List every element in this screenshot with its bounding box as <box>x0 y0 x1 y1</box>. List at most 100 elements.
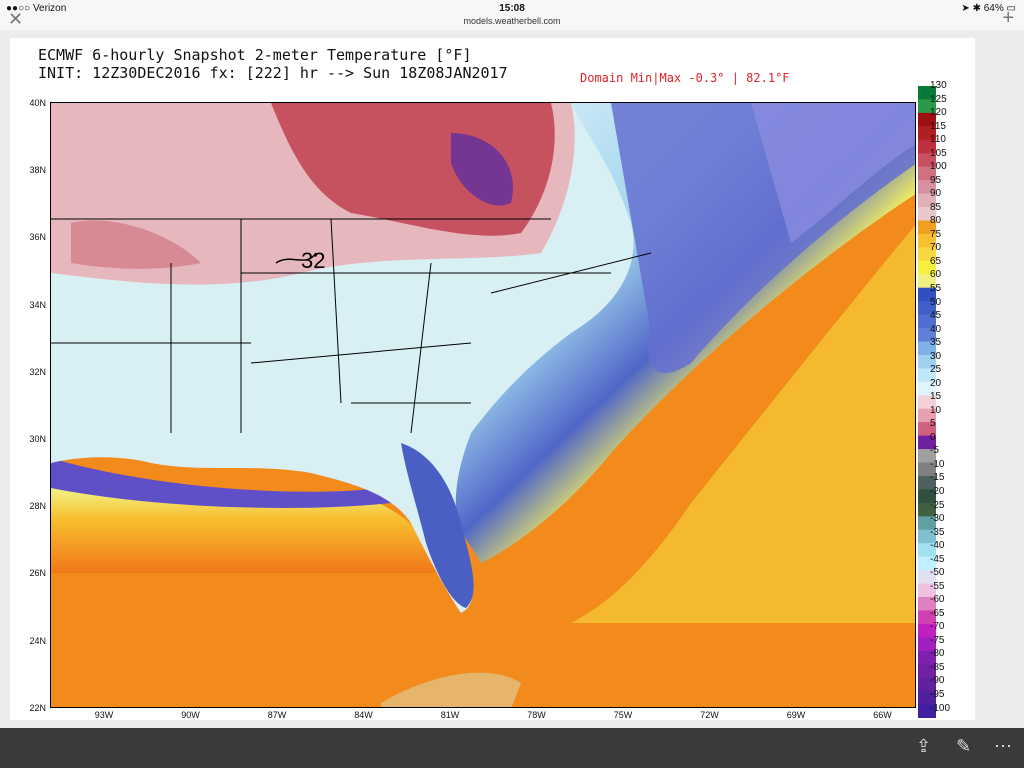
colorbar-label: 25 <box>930 364 942 376</box>
colorbar-label: 90 <box>930 188 942 200</box>
colorbar-swatch <box>918 570 936 585</box>
colorbar-label: 100 <box>930 161 947 173</box>
colorbar-label: -50 <box>930 567 945 579</box>
pencil-icon[interactable]: ✎ <box>956 736 972 756</box>
lon-label: 69W <box>786 710 806 720</box>
colorbar-label: 125 <box>930 93 947 105</box>
colorbar-swatch <box>918 381 936 396</box>
lat-label: 26N <box>29 568 46 579</box>
colorbar-swatch <box>918 408 936 423</box>
colorbar-swatch <box>918 610 936 625</box>
colorbar-label: 60 <box>930 269 942 281</box>
battery-label: ➤ ✱ 64% ▭ <box>961 3 1016 14</box>
colorbar-label: -30 <box>930 513 945 525</box>
colorbar-swatch <box>918 529 936 544</box>
page-url[interactable]: models.weatherbell.com <box>463 16 561 26</box>
ios-status-bar: ●●○○ Verizon 15:08 ➤ ✱ 64% ▭ models.weat… <box>0 0 1024 30</box>
clock: 15:08 <box>499 3 525 14</box>
colorbar-swatch <box>918 704 936 718</box>
battery-percent: 64% <box>983 3 1004 14</box>
colorbar-label: -100 <box>930 702 951 714</box>
colorbar-swatch <box>918 637 936 652</box>
carrier-label: ●●○○ Verizon <box>6 3 67 14</box>
colorbar-label: 20 <box>930 377 942 389</box>
colorbar-label: 130 <box>930 80 947 91</box>
colorbar-label: 115 <box>930 120 946 132</box>
colorbar-swatch <box>918 650 936 665</box>
bottom-toolbar: ⇪ ✎ ⋯ <box>0 728 1024 768</box>
hand-drawn-annotation: 32 <box>301 248 325 273</box>
colorbar-label: -35 <box>930 526 945 538</box>
colorbar-swatch <box>918 220 936 235</box>
lon-label: 90W <box>181 710 200 720</box>
colorbar-label: -80 <box>930 648 945 660</box>
red-west-patch <box>71 220 201 269</box>
colorbar-label: -25 <box>930 499 945 511</box>
colorbar-swatch <box>918 233 936 248</box>
colorbar-swatch <box>918 435 936 450</box>
share-icon[interactable]: ⇪ <box>916 736 932 756</box>
colorbar-label: -45 <box>930 553 945 565</box>
colorbar-label: 65 <box>930 255 942 267</box>
colorbar-label: -90 <box>930 675 945 687</box>
colorbar-swatch <box>918 489 936 504</box>
colorbar-label: 80 <box>930 215 942 227</box>
title-line-2: INIT: 12Z30DEC2016 fx: [222] hr --> Sun … <box>38 64 508 82</box>
colorbar-swatch <box>918 543 936 558</box>
colorbar-swatch <box>918 475 936 490</box>
colorbar-label: 70 <box>930 242 942 254</box>
colorbar-swatch <box>918 691 936 706</box>
colorbar-swatch <box>918 677 936 692</box>
yellow-band <box>571 225 915 623</box>
lat-label: 24N <box>29 635 46 646</box>
temperature-map: 32 <box>50 102 916 708</box>
more-icon[interactable]: ⋯ <box>994 736 1012 756</box>
colorbar <box>918 86 936 718</box>
colorbar-label: 30 <box>930 350 942 362</box>
colorbar-swatch <box>918 664 936 679</box>
colorbar-label: -20 <box>930 485 945 497</box>
colorbar-swatch <box>918 354 936 369</box>
lat-label: 38N <box>29 165 46 176</box>
domain-minmax: Domain Min|Max -0.3° | 82.1°F <box>580 71 790 85</box>
colorbar-label: 45 <box>930 310 942 322</box>
colorbar-label: 50 <box>930 296 942 308</box>
colorbar-swatch <box>918 139 936 154</box>
colorbar-swatch <box>918 274 936 289</box>
colorbar-swatch <box>918 341 936 356</box>
colorbar-label: 105 <box>930 147 947 159</box>
colorbar-label: 15 <box>930 391 942 403</box>
colorbar-label: 55 <box>930 282 942 294</box>
lat-label: 22N <box>29 702 46 713</box>
title-line-1: ECMWF 6-hourly Snapshot 2-meter Temperat… <box>38 46 472 64</box>
lat-label: 34N <box>29 299 46 310</box>
lat-label: 32N <box>29 366 46 377</box>
lon-label: 93W <box>94 710 114 720</box>
colorbar-label: -85 <box>930 661 945 673</box>
colorbar-label: -40 <box>930 540 945 552</box>
map-page: ECMWF 6-hourly Snapshot 2-meter Temperat… <box>10 38 975 720</box>
lat-label: 30N <box>29 434 46 444</box>
colorbar-label: 40 <box>930 323 942 335</box>
colorbar-label: 120 <box>930 107 947 119</box>
lon-label: 72W <box>700 710 719 720</box>
lon-label: 87W <box>267 710 287 720</box>
colorbar-swatch <box>918 287 936 302</box>
colorbar-swatch <box>918 126 936 141</box>
colorbar-swatch <box>918 207 936 221</box>
colorbar-swatch <box>918 583 936 598</box>
colorbar-swatch <box>918 180 936 195</box>
colorbar-label: -5 <box>930 445 939 457</box>
colorbar-label: -10 <box>930 458 945 470</box>
new-tab-icon[interactable]: + <box>1002 7 1014 29</box>
colorbar-swatch <box>918 596 936 611</box>
colorbar-swatch <box>918 301 936 316</box>
colorbar-swatch <box>918 623 936 638</box>
red-appalachian-region <box>271 103 555 236</box>
colorbar-swatch <box>918 368 936 383</box>
close-icon[interactable]: ✕ <box>8 9 24 29</box>
colorbar-swatch <box>918 502 936 517</box>
colorbar-label: 95 <box>930 174 942 186</box>
colorbar-label: -55 <box>930 580 945 592</box>
colorbar-swatch <box>918 166 936 181</box>
